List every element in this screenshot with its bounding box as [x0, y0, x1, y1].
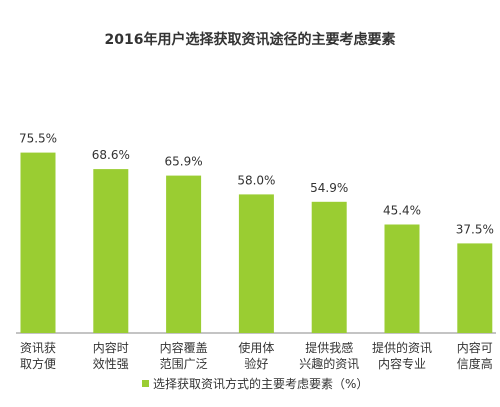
- value-label-6: 45.4%: [383, 204, 421, 218]
- bars-group: [20, 152, 493, 333]
- category-label-5-line-1: 提供我感: [305, 340, 353, 355]
- category-label-1-line-2: 取方便: [20, 356, 56, 371]
- value-label-7: 37.5%: [456, 222, 494, 236]
- bar-4: [238, 194, 274, 333]
- bar-5: [311, 201, 347, 333]
- value-label-1: 75.5%: [19, 132, 57, 146]
- category-label-2-line-2: 效性强: [93, 356, 129, 371]
- legend-label: 选择获取资讯方式的主要考虑要素（%）: [153, 376, 368, 391]
- value-label-3: 65.9%: [165, 155, 203, 169]
- value-labels-group: 75.5% 68.6% 65.9% 58.0% 54.9% 45.4% 37.5%: [19, 132, 494, 237]
- bar-1: [20, 152, 56, 333]
- category-label-5-line-2: 兴趣的资讯: [299, 356, 359, 371]
- category-label-2-line-1: 内容时: [93, 340, 129, 355]
- bar-2: [93, 169, 129, 333]
- legend-swatch: [142, 380, 149, 387]
- category-label-4-line-2: 验好: [244, 356, 268, 371]
- value-label-5: 54.9%: [310, 181, 348, 195]
- bar-3: [166, 175, 202, 333]
- category-label-7-line-2: 信度高: [457, 356, 493, 371]
- category-labels-group: 资讯获取方便内容时效性强内容覆盖范围广泛使用体验好提供我感兴趣的资讯提供的资讯内…: [20, 340, 493, 371]
- category-label-3-line-2: 范围广泛: [160, 357, 208, 371]
- category-label-6-line-1: 提供的资讯: [372, 340, 432, 355]
- legend: 选择获取资讯方式的主要考虑要素（%）: [142, 376, 368, 391]
- category-label-7-line-1: 内容可: [457, 340, 493, 355]
- bar-7: [457, 243, 493, 333]
- category-label-3-line-1: 内容覆盖: [160, 340, 208, 355]
- category-label-6-line-2: 内容专业: [378, 356, 426, 371]
- bar-6: [384, 224, 420, 333]
- value-label-4: 58.0%: [237, 173, 275, 187]
- category-label-1-line-1: 资讯获: [20, 341, 56, 355]
- chart-title: 2016年用户选择获取资讯途径的主要考虑要素: [105, 31, 396, 48]
- category-label-4-line-1: 使用体: [238, 340, 274, 355]
- value-label-2: 68.6%: [92, 148, 130, 162]
